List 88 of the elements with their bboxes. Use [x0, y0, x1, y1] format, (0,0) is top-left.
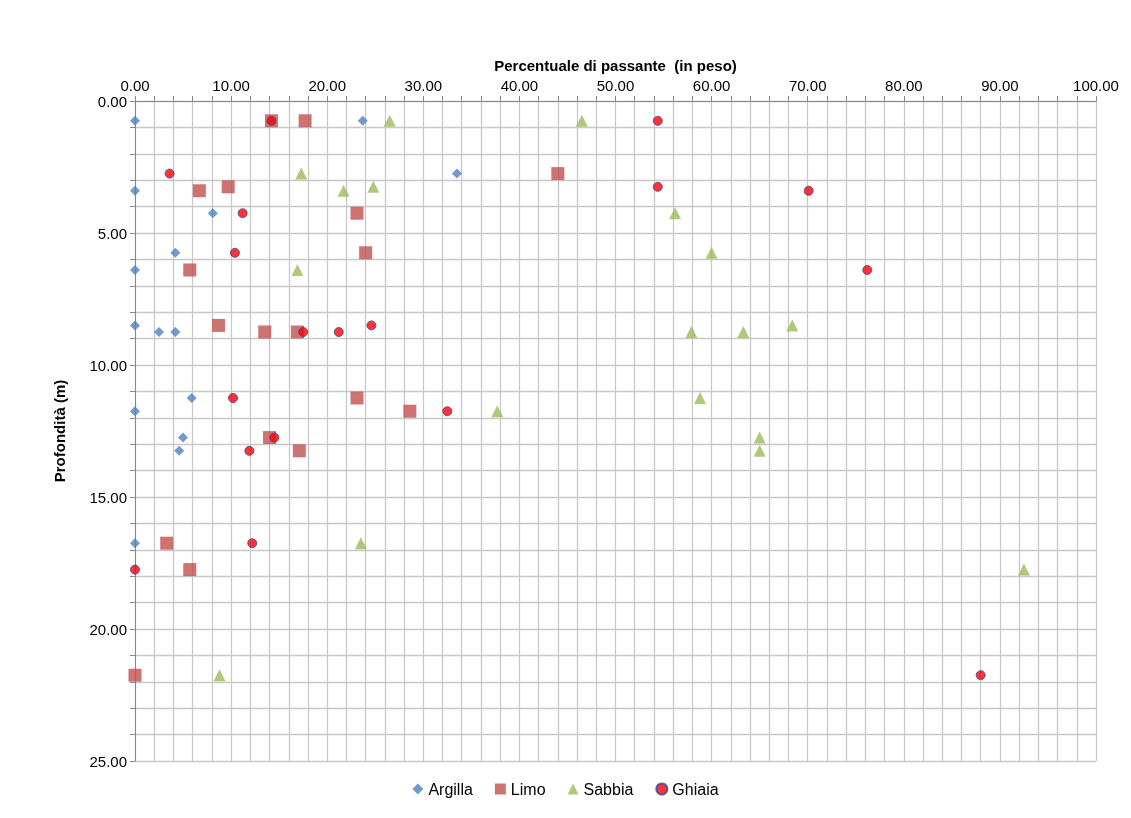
point — [786, 319, 799, 332]
point — [652, 181, 663, 192]
point — [350, 206, 364, 220]
legend-label: Argilla — [428, 780, 473, 798]
legend-label: Ghiaia — [672, 780, 719, 798]
point — [228, 393, 239, 403]
point — [229, 247, 240, 258]
x-axis-title: Percentuale di passante (in peso) — [494, 57, 737, 74]
point — [207, 208, 218, 219]
point — [244, 445, 255, 456]
point — [128, 668, 142, 682]
point — [130, 264, 140, 275]
point — [298, 327, 309, 337]
y-tick-label: 0.00 — [97, 92, 127, 110]
point — [367, 180, 380, 193]
point — [575, 114, 588, 127]
point — [212, 318, 226, 332]
point — [337, 184, 350, 197]
point — [350, 391, 364, 405]
point — [170, 327, 181, 337]
y-tick-label: 10.00 — [89, 356, 127, 374]
point — [130, 185, 140, 196]
y-tick-label: 25.00 — [89, 752, 127, 770]
point — [170, 247, 181, 258]
point — [357, 115, 368, 126]
point — [737, 326, 750, 338]
point — [269, 432, 280, 443]
point — [237, 208, 248, 219]
point — [164, 168, 175, 179]
x-tick-label: 20.00 — [308, 77, 346, 94]
x-tick-label: 90.00 — [981, 77, 1019, 94]
point — [130, 406, 140, 417]
y-tick-label: 20.00 — [89, 620, 127, 638]
point — [694, 392, 707, 404]
point — [753, 431, 766, 444]
point — [130, 115, 140, 126]
x-tick-label: 80.00 — [885, 77, 923, 94]
point — [221, 180, 235, 194]
y-axis-title: Profondità (m) — [51, 379, 68, 483]
x-tick-label: 70.00 — [788, 77, 827, 94]
point — [258, 325, 272, 339]
point — [753, 444, 766, 457]
point — [130, 320, 140, 331]
point — [247, 538, 258, 549]
x-tick-label: 30.00 — [404, 77, 443, 94]
point — [451, 168, 462, 179]
y-tick-label: 5.00 — [97, 224, 127, 242]
point — [130, 538, 140, 549]
point — [803, 185, 814, 196]
point — [154, 327, 165, 337]
point — [491, 405, 504, 418]
point — [291, 263, 304, 276]
point — [183, 263, 197, 277]
y-tick-label: 15.00 — [89, 488, 127, 506]
x-tick-label: 60.00 — [692, 77, 731, 94]
point — [213, 669, 226, 682]
point — [705, 246, 718, 259]
point — [551, 167, 565, 181]
point — [366, 320, 377, 331]
point — [383, 114, 396, 127]
point — [130, 564, 140, 575]
point — [442, 406, 453, 417]
point — [160, 536, 174, 550]
point — [174, 445, 185, 456]
point — [178, 432, 189, 443]
point — [685, 326, 698, 338]
point — [186, 393, 197, 403]
legend-label: Sabbia — [583, 780, 634, 798]
point — [975, 670, 986, 681]
point — [298, 114, 312, 128]
point — [359, 246, 373, 260]
point — [862, 264, 873, 275]
point — [1017, 563, 1030, 576]
x-tick-label: 0.00 — [120, 77, 150, 94]
point — [403, 404, 417, 418]
legend-label: Limo — [510, 780, 546, 798]
x-tick-label: 40.00 — [500, 77, 539, 94]
point — [192, 184, 206, 198]
point — [669, 207, 682, 220]
x-tick-label: 10.00 — [212, 77, 250, 94]
point — [333, 327, 344, 337]
point — [295, 167, 308, 180]
x-tick-label: 100.00 — [1073, 77, 1119, 94]
x-tick-label: 50.00 — [596, 77, 635, 94]
point — [183, 563, 197, 577]
point — [354, 537, 367, 550]
point — [652, 115, 663, 126]
point — [292, 444, 306, 458]
